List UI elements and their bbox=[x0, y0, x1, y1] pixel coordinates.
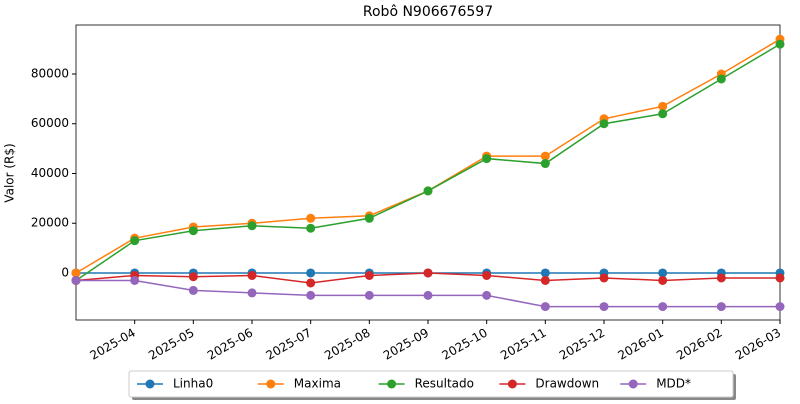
x-tick-label: 2025-05 bbox=[146, 326, 196, 363]
x-tick-label: 2025-08 bbox=[322, 326, 372, 363]
data-point bbox=[423, 290, 433, 300]
data-point bbox=[658, 302, 668, 312]
data-point bbox=[130, 275, 140, 285]
x-tick-label: 2025-10 bbox=[439, 326, 489, 363]
data-point bbox=[71, 268, 81, 278]
legend-label: Drawdown bbox=[535, 377, 599, 391]
series-line bbox=[75, 43, 781, 282]
data-point bbox=[716, 74, 726, 84]
y-tick-label: 60000 bbox=[31, 116, 69, 130]
data-point bbox=[306, 278, 316, 288]
x-tick-label: 2026-02 bbox=[674, 326, 724, 363]
data-point bbox=[658, 101, 668, 111]
x-tick-label: 2025-04 bbox=[87, 326, 137, 363]
legend-marker bbox=[145, 379, 155, 389]
x-tick-label: 2025-09 bbox=[381, 326, 431, 363]
data-point bbox=[71, 275, 81, 285]
data-point bbox=[247, 270, 257, 280]
data-point bbox=[364, 290, 374, 300]
y-tick-label: 40000 bbox=[31, 166, 69, 180]
legend-label: MDD* bbox=[656, 377, 691, 391]
data-point bbox=[364, 270, 374, 280]
data-point bbox=[775, 39, 785, 49]
data-point bbox=[364, 213, 374, 223]
y-tick-label: 0 bbox=[61, 265, 69, 279]
data-point bbox=[482, 290, 492, 300]
x-tick-label: 2025-11 bbox=[498, 326, 548, 363]
data-point bbox=[188, 226, 198, 236]
data-point bbox=[188, 272, 198, 282]
data-point bbox=[423, 186, 433, 196]
y-axis-label: Valor (R$) bbox=[3, 143, 17, 202]
data-point bbox=[658, 268, 668, 278]
data-point bbox=[599, 302, 609, 312]
data-point bbox=[306, 268, 316, 278]
legend-label: Resultado bbox=[415, 377, 474, 391]
x-tick-label: 2026-01 bbox=[615, 326, 665, 363]
data-point bbox=[775, 302, 785, 312]
data-point bbox=[306, 213, 316, 223]
legend-box bbox=[128, 370, 734, 398]
data-point bbox=[716, 302, 726, 312]
series-line bbox=[75, 38, 781, 274]
data-point bbox=[423, 268, 433, 278]
data-point bbox=[306, 290, 316, 300]
data-point bbox=[658, 109, 668, 119]
data-point bbox=[540, 159, 550, 169]
data-point bbox=[658, 275, 668, 285]
data-point bbox=[540, 302, 550, 312]
data-point bbox=[540, 275, 550, 285]
data-point bbox=[306, 223, 316, 233]
legend-label: Linha0 bbox=[173, 377, 213, 391]
x-tick-label: 2025-12 bbox=[557, 326, 607, 363]
data-point bbox=[482, 270, 492, 280]
data-point bbox=[540, 151, 550, 161]
legend-marker bbox=[266, 379, 276, 389]
legend-marker bbox=[387, 379, 397, 389]
data-point bbox=[540, 268, 550, 278]
x-tick-label: 2025-07 bbox=[263, 326, 313, 363]
y-tick-label: 20000 bbox=[31, 216, 69, 230]
legend-marker bbox=[628, 379, 638, 389]
x-tick-label: 2026-03 bbox=[733, 326, 783, 363]
data-point bbox=[599, 119, 609, 129]
data-point bbox=[188, 285, 198, 295]
data-point bbox=[247, 288, 257, 298]
y-tick-label: 80000 bbox=[31, 67, 69, 81]
data-point bbox=[130, 236, 140, 246]
data-point bbox=[247, 221, 257, 231]
data-point bbox=[482, 154, 492, 164]
data-point bbox=[775, 273, 785, 283]
data-point bbox=[599, 273, 609, 283]
chart-title: Robô N906676597 bbox=[363, 4, 493, 20]
data-point bbox=[716, 273, 726, 283]
legend-label: Maxima bbox=[294, 377, 341, 391]
x-tick-label: 2025-06 bbox=[205, 326, 255, 363]
legend-marker bbox=[507, 379, 517, 389]
